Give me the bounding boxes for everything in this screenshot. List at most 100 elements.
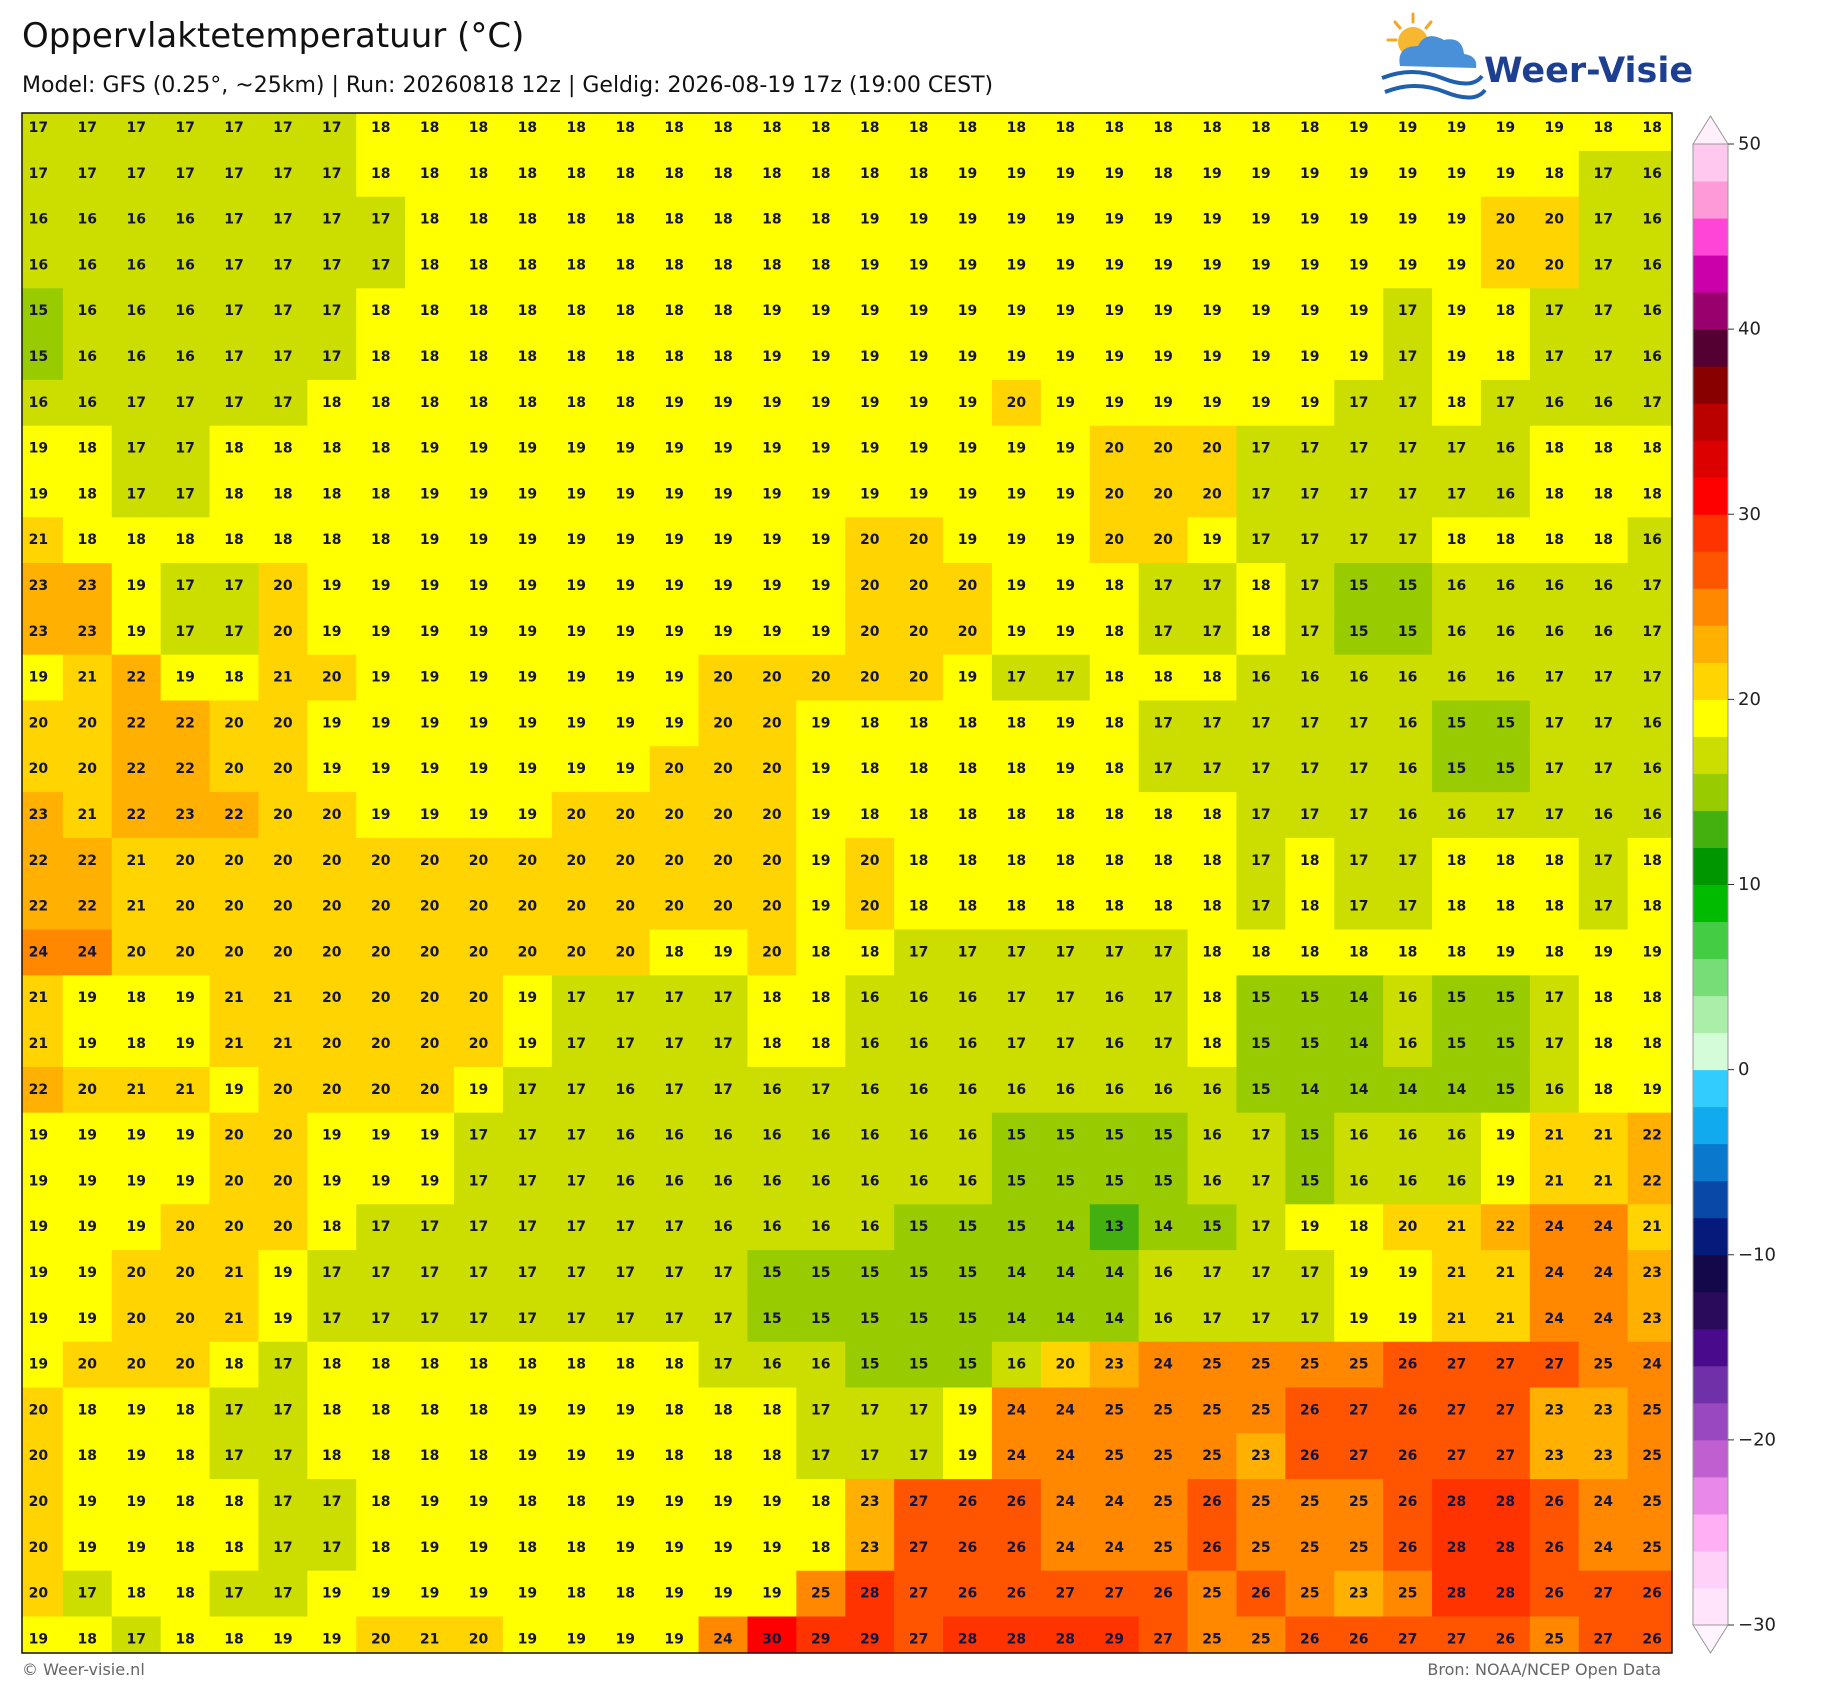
- temperature-label: 19: [469, 1082, 488, 1098]
- temperature-cell: [1334, 700, 1384, 747]
- temperature-label: 24: [1056, 1448, 1076, 1464]
- temperature-cell: [258, 1433, 308, 1480]
- temperature-cell: [22, 1112, 64, 1160]
- temperature-label: 17: [1300, 532, 1319, 548]
- temperature-label: 19: [958, 303, 977, 319]
- temperature-label: 18: [1056, 853, 1075, 869]
- temperature-cell: [1334, 608, 1384, 656]
- temperature-cell: [551, 792, 602, 839]
- temperature-label: 19: [860, 349, 879, 365]
- temperature-label: 20: [322, 1036, 342, 1052]
- temperature-label: 19: [1447, 212, 1466, 228]
- temperature-cell: [1236, 334, 1286, 381]
- temperature-label: 22: [126, 761, 145, 777]
- temperature-label: 15: [1496, 761, 1515, 777]
- temperature-cell: [1236, 1387, 1286, 1434]
- temperature-label: 18: [909, 807, 928, 823]
- temperature-cell: [62, 379, 113, 427]
- temperature-cell: [1480, 975, 1531, 1022]
- temperature-cell: [62, 883, 113, 931]
- temperature-label: 17: [1251, 1311, 1270, 1327]
- temperature-cell: [307, 654, 357, 702]
- temperature-cell: [405, 379, 455, 427]
- temperature-cell: [160, 792, 211, 839]
- temperature-cell: [600, 1295, 651, 1343]
- temperature-label: 19: [713, 624, 732, 640]
- temperature-cell: [698, 334, 749, 381]
- temperature-cell: [1383, 883, 1433, 931]
- temperature-cell: [698, 837, 749, 885]
- temperature-label: 18: [371, 303, 390, 319]
- temperature-cell: [209, 1158, 260, 1205]
- temperature-label: 23: [1545, 1448, 1564, 1464]
- temperature-label: 19: [322, 761, 341, 777]
- temperature-cell: [356, 517, 406, 564]
- temperature-label: 17: [811, 1082, 830, 1098]
- temperature-label: 19: [1007, 166, 1026, 182]
- temperature-cell: [258, 746, 308, 793]
- temperature-label: 28: [1447, 1540, 1466, 1556]
- temperature-cell: [1285, 563, 1335, 610]
- temperature-label: 19: [175, 1173, 194, 1189]
- temperature-label: 18: [224, 441, 243, 457]
- temperature-label: 26: [1007, 1586, 1026, 1602]
- temperature-cell: [1285, 975, 1335, 1022]
- colorbar-band: [1693, 181, 1728, 219]
- temperature-label: 18: [615, 303, 634, 319]
- temperature-label: 19: [1056, 578, 1075, 594]
- temperature-label: 17: [713, 1265, 732, 1281]
- temperature-label: 17: [273, 1357, 292, 1373]
- temperature-label: 17: [322, 1540, 341, 1556]
- colorbar-band: [1693, 1143, 1728, 1182]
- temperature-label: 18: [713, 303, 732, 319]
- temperature-cell: [1480, 700, 1531, 747]
- temperature-label: 18: [469, 1357, 488, 1373]
- temperature-label: 17: [224, 578, 243, 594]
- temperature-cell: [698, 1021, 749, 1068]
- temperature-cell: [502, 746, 553, 793]
- temperature-cell: [796, 1021, 846, 1068]
- temperature-label: 25: [1398, 1586, 1417, 1602]
- temperature-label: 19: [909, 395, 928, 411]
- temperature-label: 16: [78, 395, 97, 411]
- temperature-cell: [1529, 150, 1580, 198]
- temperature-label: 19: [518, 1402, 537, 1418]
- temperature-cell: [600, 746, 651, 793]
- temperature-label: 18: [762, 257, 781, 273]
- temperature-label: 20: [371, 853, 391, 869]
- temperature-cell: [1040, 929, 1091, 976]
- temperature-cell: [160, 1204, 211, 1251]
- temperature-label: 22: [126, 670, 145, 686]
- temperature-label: 19: [713, 395, 732, 411]
- temperature-cell: [111, 929, 162, 976]
- temperature-label: 17: [1447, 486, 1466, 502]
- temperature-cell: [600, 517, 651, 564]
- temperature-label: 18: [371, 1448, 390, 1464]
- temperature-label: 20: [175, 853, 195, 869]
- temperature-cell: [698, 746, 749, 793]
- temperature-label: 19: [1496, 120, 1515, 136]
- temperature-cell: [551, 425, 602, 473]
- temperature-cell: [62, 334, 113, 381]
- temperature-label: 16: [78, 303, 97, 319]
- temperature-cell: [22, 1066, 64, 1114]
- temperature-cell: [551, 517, 602, 564]
- temperature-label: 21: [1447, 1311, 1466, 1327]
- temperature-label: 20: [175, 1265, 195, 1281]
- temperature-label: 19: [1007, 349, 1026, 365]
- temperature-label: 16: [29, 257, 48, 273]
- temperature-label: 28: [958, 1631, 977, 1647]
- temperature-label: 19: [126, 1540, 145, 1556]
- temperature-label: 18: [420, 120, 439, 136]
- temperature-cell: [160, 1021, 211, 1068]
- temperature-label: 19: [371, 761, 390, 777]
- temperature-label: 24: [1593, 1311, 1613, 1327]
- temperature-cell: [1480, 517, 1531, 564]
- temperature-cell: [1285, 1204, 1335, 1251]
- temperature-cell: [209, 700, 260, 747]
- temperature-label: 18: [518, 395, 537, 411]
- temperature-cell: [1529, 1295, 1580, 1343]
- temperature-label: 18: [469, 212, 488, 228]
- temperature-label: 16: [1398, 1173, 1417, 1189]
